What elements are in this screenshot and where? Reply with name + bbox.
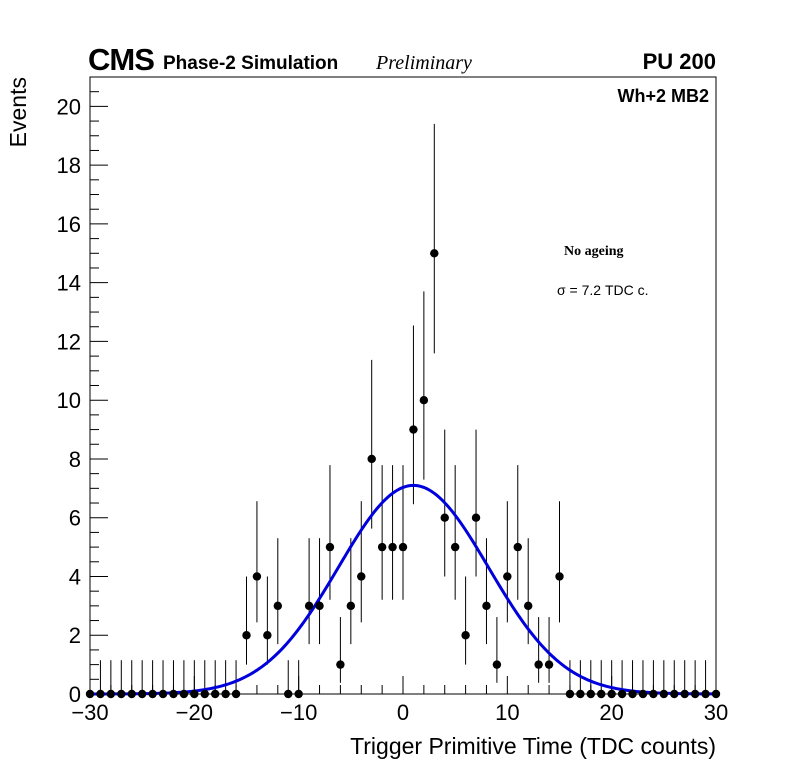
data-point — [211, 689, 220, 699]
x-tick-label: −30 — [71, 700, 108, 725]
plot-frame — [89, 76, 717, 695]
data-point — [117, 689, 126, 699]
data-point — [690, 689, 700, 699]
data-point — [513, 542, 522, 552]
condition-annotation: No ageing — [564, 244, 624, 259]
y-tick-label: 16 — [57, 212, 81, 237]
data-point — [544, 660, 554, 669]
data-point — [534, 660, 543, 669]
data-points — [85, 249, 721, 699]
pileup-label: PU 200 — [643, 49, 716, 74]
data-point — [231, 689, 241, 699]
data-point — [315, 601, 324, 611]
experiment-label: CMS — [88, 42, 154, 77]
data-point — [649, 689, 658, 699]
y-tick-labels: 0 2 4 6 8 10 12 14 16 18 20 — [57, 94, 81, 707]
data-point — [565, 689, 575, 699]
data-point — [597, 689, 606, 699]
data-point — [367, 454, 376, 464]
data-point — [659, 689, 669, 699]
data-point — [106, 689, 116, 699]
data-point — [461, 631, 470, 640]
data-point — [148, 689, 157, 699]
data-point — [127, 689, 136, 699]
data-point — [503, 572, 512, 581]
data-point — [357, 572, 366, 581]
y-tick-label: 0 — [69, 682, 81, 707]
x-tick-label: 20 — [599, 700, 623, 725]
error-bars — [86, 123, 720, 695]
data-point — [450, 542, 460, 552]
x-tick-label: 10 — [495, 700, 519, 725]
data-point — [200, 689, 209, 699]
data-point — [482, 601, 491, 611]
y-tick-label: 10 — [57, 388, 81, 413]
data-point — [284, 689, 293, 699]
x-axis-title: Trigger Primitive Time (TDC counts) — [350, 733, 716, 759]
data-point — [377, 542, 387, 552]
y-tick-label: 2 — [69, 623, 81, 648]
y-tick-label: 18 — [57, 153, 81, 178]
data-point — [586, 689, 595, 699]
data-point — [711, 689, 721, 699]
x-tick-label: −20 — [176, 700, 213, 725]
chamber-label: Wh+2 MB2 — [617, 86, 709, 106]
y-tick-label: 12 — [57, 329, 81, 354]
data-point — [263, 631, 272, 640]
data-point — [701, 689, 710, 699]
data-point — [607, 689, 616, 699]
resolution-annotation: σ = 7.2 TDC c. — [557, 282, 649, 298]
data-point — [325, 542, 335, 552]
data-point — [471, 513, 481, 522]
data-point — [555, 572, 564, 581]
data-point — [670, 689, 679, 699]
preliminary-label: Preliminary — [375, 52, 472, 74]
simulation-label: Phase-2 Simulation — [163, 53, 338, 74]
data-point — [388, 542, 397, 552]
x-tick-label: −10 — [280, 700, 317, 725]
data-point — [617, 689, 627, 699]
data-point — [336, 660, 345, 669]
data-point — [273, 601, 282, 611]
data-point — [304, 601, 314, 611]
data-point — [242, 631, 251, 640]
data-point — [576, 689, 585, 699]
data-point — [638, 689, 648, 699]
x-tick-label: 0 — [397, 700, 409, 725]
data-point — [252, 572, 262, 581]
data-point — [158, 689, 168, 699]
data-point — [409, 425, 418, 434]
data-point — [419, 395, 429, 405]
x-tick-labels: −30 −20 −10 0 10 20 30 — [71, 700, 728, 725]
data-point — [628, 689, 637, 699]
data-point — [294, 689, 303, 699]
y-tick-label: 4 — [69, 564, 81, 589]
x-tick-label: 30 — [704, 700, 728, 725]
data-point — [524, 601, 533, 611]
data-point — [398, 542, 408, 552]
y-tick-label: 14 — [57, 271, 81, 296]
data-point — [137, 689, 147, 699]
data-point — [96, 689, 105, 699]
data-point — [680, 689, 689, 699]
y-tick-label: 8 — [69, 447, 81, 472]
data-point — [190, 689, 199, 699]
axis-ticks — [89, 76, 717, 695]
data-point — [85, 689, 95, 699]
data-point — [221, 689, 230, 699]
data-point — [492, 660, 502, 669]
data-point — [440, 513, 449, 522]
data-point — [346, 601, 356, 611]
y-axis-title: Events — [5, 77, 31, 147]
y-tick-label: 6 — [69, 506, 81, 531]
y-tick-label: 20 — [57, 94, 81, 119]
data-point — [169, 689, 178, 699]
data-point — [430, 249, 439, 258]
data-point — [179, 689, 189, 699]
